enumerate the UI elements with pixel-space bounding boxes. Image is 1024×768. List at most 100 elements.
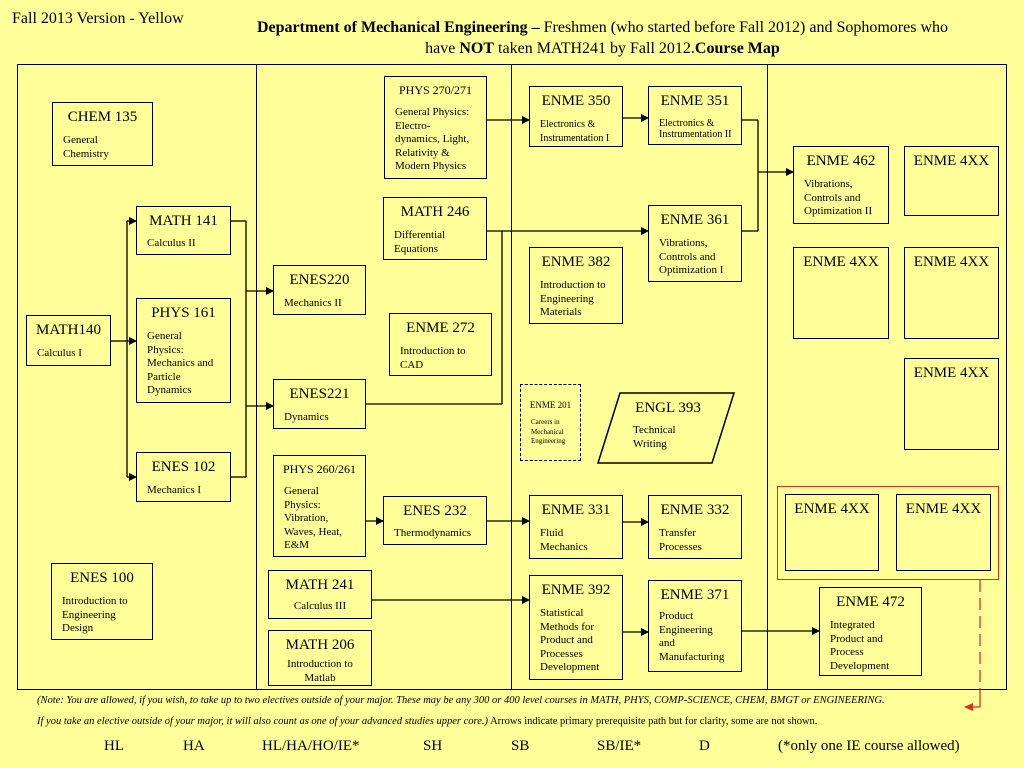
course-enme4xx-1[interactable]: ENME 4XX <box>904 146 999 216</box>
note-line-2: If you take an elective outside of your … <box>37 716 1017 727</box>
course-code: PHYS 270/271 <box>398 83 472 97</box>
title-not: NOT <box>459 40 495 57</box>
course-math141[interactable]: MATH 141 Calculus II <box>136 206 231 255</box>
course-enes102[interactable]: ENES 102 Mechanics I <box>136 452 231 502</box>
course-desc: Calculus I <box>37 347 82 359</box>
course-enme462[interactable]: ENME 462 Vibrations, Controls and Optimi… <box>793 146 889 224</box>
course-desc: General Physics: Electro- dynamics, Ligh… <box>395 106 470 172</box>
course-chem135[interactable]: CHEM 135 General Chemistry <box>52 102 153 166</box>
course-code: ENME 350 <box>541 93 611 109</box>
course-enme4xx-5[interactable]: ENME 4XX <box>785 494 879 571</box>
course-code: ENME 371 <box>660 587 730 603</box>
course-enme4xx-3[interactable]: ENME 4XX <box>904 247 999 339</box>
course-math246[interactable]: MATH 246 Differential Equations <box>383 197 487 260</box>
course-code: ENME 382 <box>541 254 611 270</box>
course-code: ENES221 <box>289 386 350 402</box>
course-enme361[interactable]: ENME 361 Vibrations, Controls and Optimi… <box>648 205 742 282</box>
course-code: MATH 246 <box>400 204 470 220</box>
course-desc: Integrated Product and Process Developme… <box>830 619 890 672</box>
course-enes220[interactable]: ENES220 Mechanics II <box>273 265 366 315</box>
course-map-frame <box>17 64 1007 690</box>
course-desc: General Physics: Mechanics and Particle … <box>147 330 214 396</box>
course-desc: Introduction to Engineering Design <box>62 595 128 634</box>
course-code: ENME 4XX <box>913 254 990 270</box>
course-desc: Introduction to Matlab <box>287 658 353 684</box>
course-desc: Introduction to CAD <box>400 345 466 371</box>
course-code: ENME 4XX <box>913 365 990 381</box>
course-enme382[interactable]: ENME 382 Introduction to Engineering Mat… <box>529 247 623 324</box>
course-enme351[interactable]: ENME 351 Electronics & Instrumentation I… <box>648 86 742 145</box>
course-phys260[interactable]: PHYS 260/261 General Physics: Vibration,… <box>273 455 366 557</box>
course-phys161[interactable]: PHYS 161 General Physics: Mechanics and … <box>136 298 231 403</box>
column-divider-2 <box>511 64 512 690</box>
course-code: ENME 201 <box>529 400 572 410</box>
course-math140[interactable]: MATH140 Calculus I <box>26 315 111 366</box>
course-desc: General Chemistry <box>63 134 109 160</box>
title-course-map: Course Map <box>694 40 780 57</box>
course-code: ENES 100 <box>70 570 134 586</box>
course-desc: Calculus II <box>147 237 196 249</box>
course-desc: Product Engineering and Manufacturing <box>659 610 725 663</box>
course-enme4xx-4[interactable]: ENME 4XX <box>904 358 999 450</box>
elective-group-frame <box>777 486 999 580</box>
course-desc: Thermodynamics <box>394 527 471 539</box>
course-code: PHYS 260/261 <box>282 462 356 476</box>
course-code: ENES 102 <box>151 459 216 475</box>
course-enme201[interactable]: ENME 201 Careers in Mechanical Engineeri… <box>520 384 581 461</box>
course-code: ENME 361 <box>660 212 730 228</box>
course-engl393-shape[interactable] <box>596 392 736 464</box>
course-code: MATH 206 <box>285 637 355 653</box>
course-desc: Technical Writing <box>633 424 676 450</box>
course-code: ENGL 393 <box>635 400 701 416</box>
course-desc: Mechanics II <box>284 297 342 309</box>
footer-label-d: D <box>699 738 710 754</box>
course-code: MATH140 <box>35 322 101 338</box>
course-phys270[interactable]: PHYS 270/271 General Physics: Electro- d… <box>384 76 487 179</box>
note-line-2-normal: Arrows indicate primary prerequisite pat… <box>488 716 818 727</box>
course-code: ENME 331 <box>541 502 611 518</box>
footer-label-hl-ha-ho-ie: HL/HA/HO/IE* <box>262 738 360 754</box>
course-desc: Differential Equations <box>394 229 446 255</box>
course-math241[interactable]: MATH 241 Calculus III <box>268 570 372 619</box>
course-desc: Calculus III <box>293 600 347 612</box>
course-desc: Transfer Processes <box>659 527 702 553</box>
course-enme332[interactable]: ENME 332 Transfer Processes <box>648 495 742 559</box>
footer-label-sh: SH <box>423 738 443 754</box>
course-math206[interactable]: MATH 206 Introduction to Matlab <box>268 630 372 686</box>
footer-label-ha: HA <box>183 738 205 754</box>
course-desc: Vibrations, Controls and Optimization I <box>659 237 724 276</box>
course-enme472[interactable]: ENME 472 Integrated Product and Process … <box>819 587 922 676</box>
course-desc: Vibrations, Controls and Optimization II <box>804 178 873 217</box>
course-code: ENME 4XX <box>905 501 982 517</box>
page-title: Department of Mechanical Engineering – F… <box>215 17 990 59</box>
course-code: ENME 4XX <box>913 153 990 169</box>
course-code: ENME 472 <box>836 594 905 610</box>
course-enme331[interactable]: ENME 331 Fluid Mechanics <box>529 495 623 559</box>
course-engl393[interactable]: ENGL 393 Technical Writing <box>606 400 730 460</box>
course-enes232[interactable]: ENES 232 Thermodynamics <box>383 496 487 545</box>
course-enme371[interactable]: ENME 371 Product Engineering and Manufac… <box>648 580 742 672</box>
course-code: ENES220 <box>289 272 350 288</box>
footer-label-ie-note: (*only one IE course allowed) <box>778 738 960 754</box>
course-code: ENME 4XX <box>803 254 879 270</box>
title-line1: Freshmen (who started before Fall 2012) … <box>539 19 948 36</box>
course-desc: Electronics & Instrumentation I <box>540 119 610 144</box>
course-desc: Statistical Methods for Product and Proc… <box>540 607 600 673</box>
footer-label-sb: SB <box>511 738 530 754</box>
course-enme392[interactable]: ENME 392 Statistical Methods for Product… <box>529 575 623 680</box>
course-enme4xx-2[interactable]: ENME 4XX <box>793 247 889 339</box>
course-desc: Dynamics <box>284 411 329 423</box>
course-code: ENME 332 <box>660 502 730 518</box>
course-enme4xx-6[interactable]: ENME 4XX <box>896 494 991 571</box>
course-code: ENES 232 <box>403 503 467 519</box>
course-desc: General Physics: Vibration, Waves, Heat,… <box>284 485 343 551</box>
note-line-2-italic: If you take an elective outside of your … <box>37 716 489 727</box>
course-enme350[interactable]: ENME 350 Electronics & Instrumentation I <box>529 86 623 147</box>
course-desc: Careers in Mechanical Engineering <box>531 418 566 445</box>
column-divider-3 <box>767 64 768 690</box>
course-enme272[interactable]: ENME 272 Introduction to CAD <box>389 313 492 376</box>
course-enes221[interactable]: ENES221 Dynamics <box>273 379 366 429</box>
title-dept: Department of Mechanical Engineering – <box>257 19 540 36</box>
course-enes100[interactable]: ENES 100 Introduction to Engineering Des… <box>51 563 153 640</box>
version-label: Fall 2013 Version - Yellow <box>12 10 184 27</box>
